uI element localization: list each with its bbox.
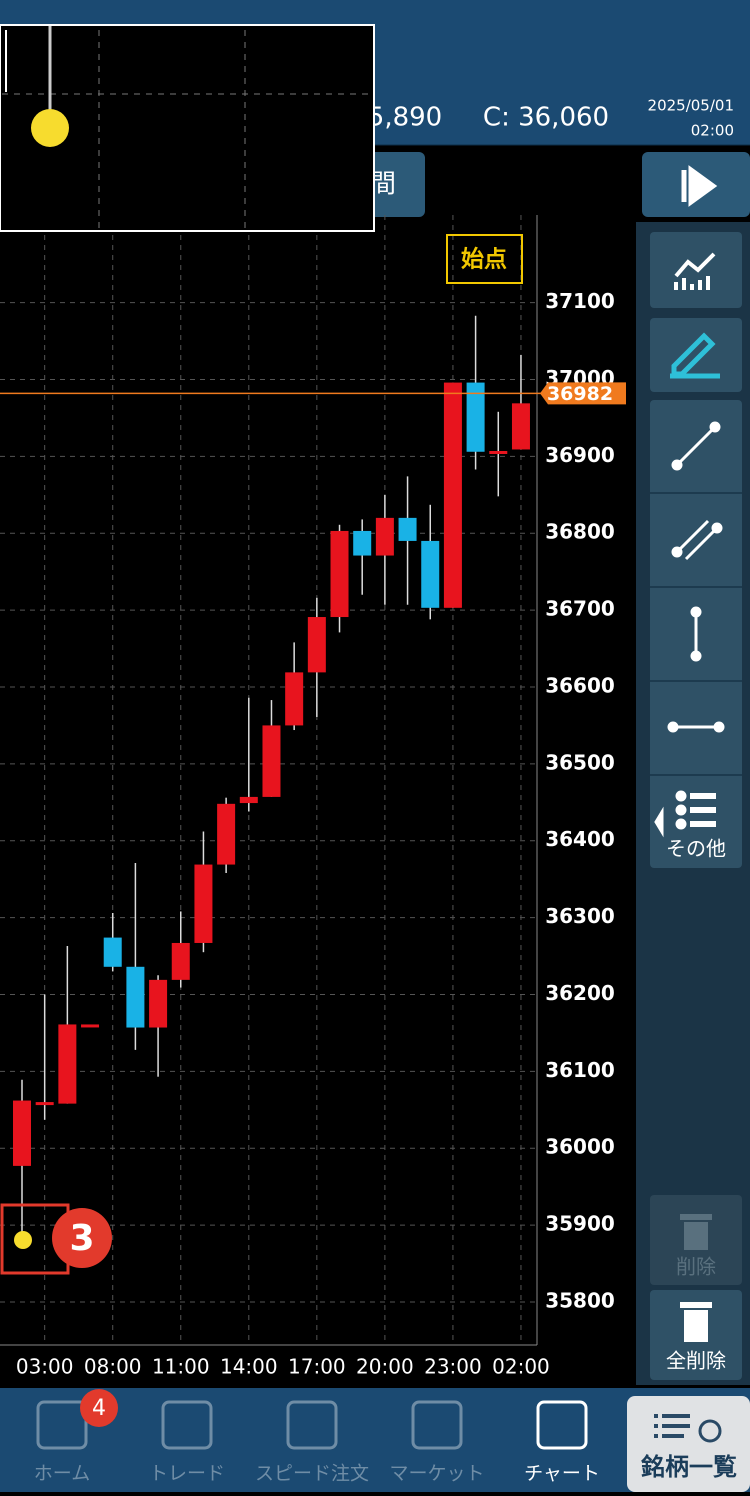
candle-body: [398, 517, 417, 541]
nav-icon: [161, 1400, 213, 1450]
candle-body: [103, 937, 122, 967]
nav-icon: [286, 1400, 338, 1450]
draw-button[interactable]: [650, 318, 742, 392]
price-marker: [540, 382, 626, 405]
search-icon: [698, 1419, 722, 1443]
time: 02:00: [691, 122, 734, 140]
y-tick-label: 36400: [545, 827, 615, 851]
y-tick-label: 36700: [545, 597, 615, 621]
candle-body: [13, 1100, 31, 1166]
nav-bg: [0, 1388, 750, 1492]
indicator-icon: [674, 252, 716, 290]
candle-body: [262, 725, 281, 797]
badge-count: 4: [92, 1396, 106, 1421]
delete-icon: [680, 1214, 712, 1250]
nav-label[interactable]: スピード注文: [255, 1463, 369, 1485]
tool-icons: [654, 421, 725, 838]
y-tick-label: 35900: [545, 1212, 615, 1236]
candle-body: [375, 517, 394, 556]
y-tick-label: 36100: [545, 1058, 615, 1082]
candle-body: [58, 1024, 77, 1104]
candle-body: [35, 1102, 54, 1106]
x-tick-label: 11:00: [152, 1355, 210, 1379]
play-icon: [681, 165, 718, 207]
x-tick-label: 03:00: [16, 1355, 74, 1379]
nav-icon: [36, 1400, 88, 1450]
y-tick-label: 36800: [545, 520, 615, 544]
start-box: [446, 234, 523, 284]
candle-body: [511, 403, 530, 450]
date: 2025/05/01: [648, 97, 734, 115]
y-tick-label: 37100: [545, 289, 615, 313]
y-tick-label: 35800: [545, 1288, 615, 1312]
step-number: 3: [69, 1218, 94, 1259]
candle-body: [466, 382, 485, 452]
candle-body: [194, 864, 213, 943]
nav-label[interactable]: チャート: [524, 1463, 600, 1485]
candle-body: [217, 803, 236, 865]
candle-body: [81, 1024, 100, 1028]
period-button[interactable]: [365, 152, 425, 217]
delete-label: 削除: [676, 1255, 716, 1279]
close-price: C: 36,060: [483, 103, 609, 133]
x-tick-label: 02:00: [492, 1355, 550, 1379]
badge: [80, 1389, 118, 1427]
y-tick-label: 36200: [545, 981, 615, 1005]
candle-body: [126, 966, 145, 1028]
nav-label[interactable]: マーケット: [389, 1463, 484, 1485]
y-tick-label: 36500: [545, 750, 615, 774]
x-tick-label: 14:00: [220, 1355, 278, 1379]
step-badge: [52, 1208, 112, 1268]
nav-label[interactable]: ホーム: [34, 1463, 90, 1485]
selected-point: [14, 1231, 32, 1249]
delete-all-icon: [680, 1302, 712, 1342]
candle-body: [239, 796, 258, 804]
candle-body: [307, 617, 326, 673]
open-price: 5,890: [368, 103, 442, 133]
tool-dividers: [650, 492, 742, 776]
delete-all-label: 全削除: [666, 1349, 726, 1373]
candle-body: [330, 530, 349, 618]
candle-body: [443, 382, 462, 608]
candle-body: [489, 450, 508, 454]
list-label: 銘柄一覧: [641, 1453, 737, 1481]
y-tick-label: 36600: [545, 673, 615, 697]
x-tick-label: 08:00: [84, 1355, 142, 1379]
nav-icon: [536, 1400, 588, 1450]
magnifier-point: [31, 109, 69, 147]
y-tick-label: 36900: [545, 443, 615, 467]
list-icon: [654, 1414, 690, 1438]
nav-icon: [411, 1400, 463, 1450]
y-tick-label: 36300: [545, 904, 615, 928]
magnifier-grid: [2, 30, 372, 228]
x-tick-label: 17:00: [288, 1355, 346, 1379]
y-tick-label: 36000: [545, 1135, 615, 1159]
candle-body: [285, 672, 304, 726]
list-button[interactable]: [627, 1396, 750, 1492]
draw-icon: [670, 332, 720, 379]
x-tick-label: 23:00: [424, 1355, 482, 1379]
price-label: 36982: [547, 383, 613, 405]
candle-body: [171, 942, 190, 980]
nav-label[interactable]: トレード: [149, 1463, 225, 1485]
candle-body: [353, 530, 372, 556]
other-label[interactable]: その他: [666, 837, 726, 861]
candle-body: [421, 540, 440, 608]
candle-body: [149, 979, 168, 1028]
x-tick-label: 20:00: [356, 1355, 414, 1379]
start-label: 始点: [461, 246, 507, 273]
